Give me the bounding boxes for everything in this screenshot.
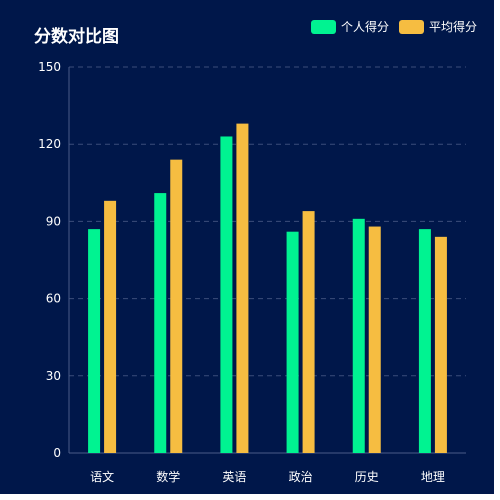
bar-personal-score [418,229,431,453]
bar-personal-score [352,218,365,453]
x-tick-label: 政治 [289,470,313,484]
chart-title: 分数对比图 [34,27,119,47]
bar-average-score [104,200,117,453]
bar-personal-score [286,231,299,453]
bar-average-score [302,211,315,453]
bar-personal-score [88,229,101,453]
legend-label-average: 平均得分 [428,20,477,34]
x-tick-label: 地理 [421,470,445,484]
x-tick-label: 语文 [90,469,114,484]
bar-personal-score [154,193,167,454]
bar-average-score [434,236,447,453]
x-tick-label: 英语 [222,470,246,484]
bar-average-score [368,226,381,453]
legend: 个人得分 平均得分 [310,18,477,35]
x-tick-label: 数学 [156,469,180,484]
y-tick-label: 150 [38,60,61,74]
legend-item-personal[interactable]: 个人得分 [310,18,389,35]
x-tick-label: 历史 [355,470,379,484]
y-tick-label: 30 [46,369,61,383]
bar-chart-plot: 0 30 60 90 120 150 语文 数学 英语 政治 历史 地理 [38,60,466,484]
legend-swatch-personal [310,19,336,34]
legend-swatch-average [398,19,424,34]
bar-average-score [170,159,183,453]
bar-personal-score [220,136,233,454]
y-tick-label: 120 [38,137,61,151]
y-tick-label: 60 [46,292,61,306]
legend-label-personal: 个人得分 [340,20,389,34]
chart-container: 分数对比图 个人得分 平均得分 0 30 60 90 120 150 语文 数学 英语 政治 历史 地… [0,0,494,494]
y-tick-label: 0 [53,446,61,460]
y-tick-label: 90 [46,214,61,228]
bar-average-score [236,123,249,453]
legend-item-average[interactable]: 平均得分 [398,18,477,35]
